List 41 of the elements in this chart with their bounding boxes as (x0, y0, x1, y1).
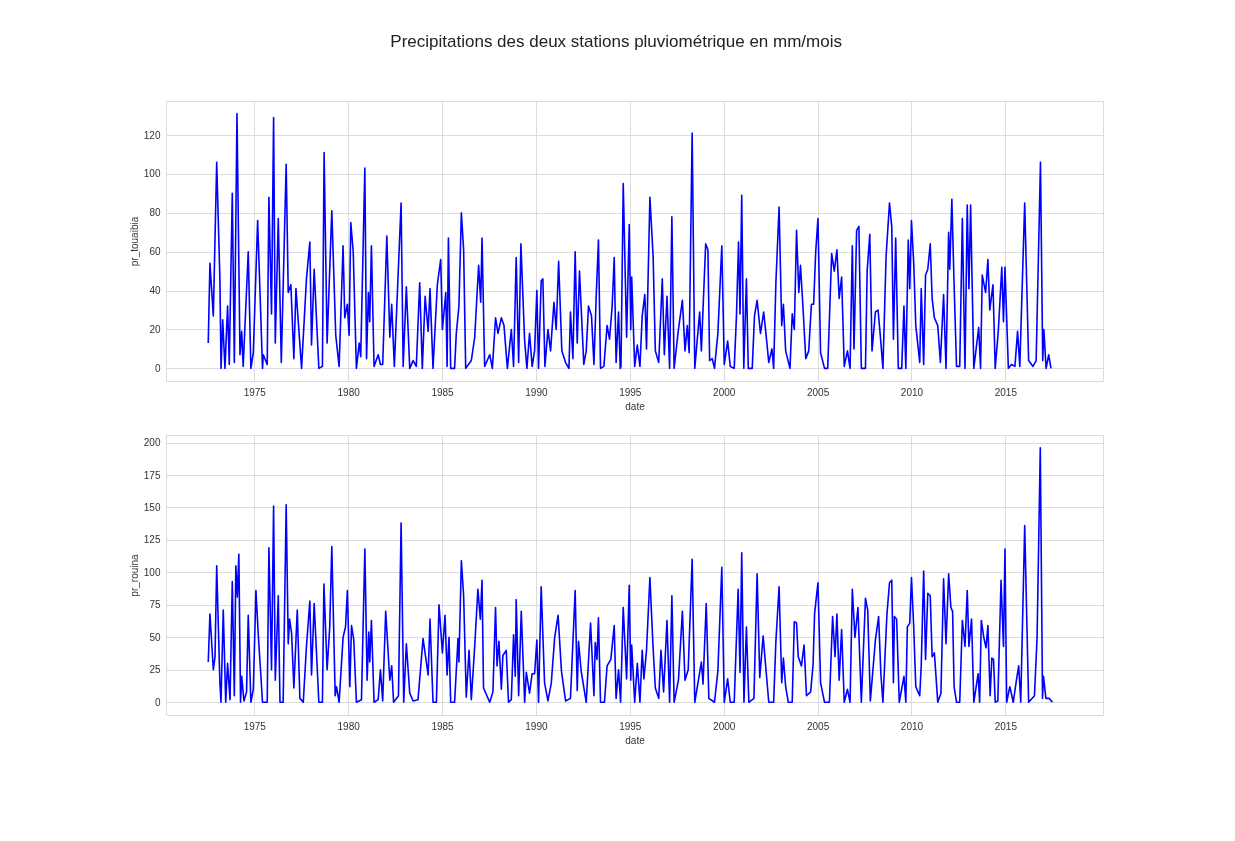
y-tick-label: 100 (143, 168, 161, 180)
x-tick-label: 2010 (900, 386, 924, 398)
x-tick-label: 2010 (900, 720, 924, 732)
x-tick-label: 2000 (713, 720, 736, 732)
x-tick-label: 1995 (619, 386, 642, 398)
x-tick-label: 2005 (806, 386, 830, 398)
y-tick-label: 100 (143, 566, 161, 578)
x-axis-title: date (625, 734, 646, 746)
y-tick-label: 80 (149, 207, 161, 219)
y-tick-label: 120 (143, 129, 161, 141)
x-tick-label: 1975 (243, 720, 267, 732)
y-tick-label: 175 (143, 469, 161, 481)
line-series (207, 446, 1054, 704)
y-tick-label: 40 (149, 285, 161, 297)
x-tick-label: 1990 (525, 386, 548, 398)
x-tick-label: 1995 (619, 720, 642, 732)
x-axis-title: date (625, 400, 646, 412)
y-tick-label: 125 (143, 534, 161, 546)
x-tick-label: 2015 (994, 386, 1018, 398)
y-tick-label: 75 (149, 599, 161, 611)
x-tick-label: 1980 (337, 386, 361, 398)
y-tick-label: 0 (154, 362, 161, 374)
line-series (207, 112, 1052, 370)
y-tick-label: 50 (149, 631, 161, 643)
x-tick-label: 2005 (806, 720, 830, 732)
x-tick-label: 2015 (994, 720, 1018, 732)
x-tick-label: 1985 (431, 386, 455, 398)
y-tick-label: 150 (143, 501, 161, 513)
y-axis-title: pr_touaibia (128, 216, 140, 267)
y-tick-label: 0 (154, 696, 161, 708)
y-tick-label: 60 (149, 246, 161, 258)
y-tick-label: 200 (143, 437, 161, 449)
x-tick-label: 1990 (525, 720, 548, 732)
y-tick-label: 20 (149, 323, 161, 335)
y-axis-title: pr_rouina (128, 553, 140, 597)
x-tick-label: 1985 (431, 720, 455, 732)
chart-title: Precipitations des deux stations pluviométrique en mm/mois (390, 31, 842, 51)
y-tick-label: 25 (149, 664, 161, 676)
x-tick-label: 1980 (337, 720, 361, 732)
x-tick-label: 2000 (713, 386, 736, 398)
x-tick-label: 1975 (243, 386, 267, 398)
